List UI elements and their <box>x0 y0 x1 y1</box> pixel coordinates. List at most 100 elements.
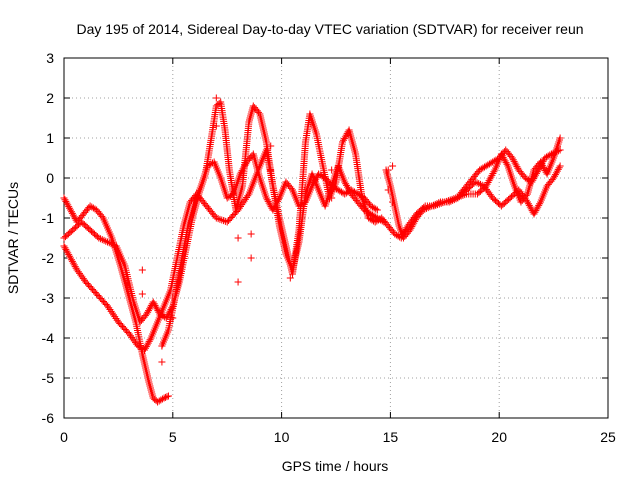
data-point <box>105 239 113 247</box>
data-point <box>214 215 222 223</box>
data-point <box>489 170 497 178</box>
data-point <box>238 201 246 209</box>
data-point <box>424 204 432 212</box>
data-point <box>218 216 226 224</box>
data-point <box>546 151 554 159</box>
data-point <box>428 202 436 210</box>
data-point <box>160 394 168 402</box>
data-point <box>449 196 457 204</box>
data-point <box>158 342 166 350</box>
data-point <box>112 314 120 322</box>
data-point <box>162 393 170 401</box>
data-point <box>234 234 242 242</box>
data-point <box>553 148 561 156</box>
data-point <box>109 240 117 248</box>
data-point <box>98 236 106 244</box>
data-point <box>169 294 177 302</box>
data-point <box>255 108 263 116</box>
data-point <box>138 290 146 298</box>
data-point <box>503 160 511 168</box>
data-point <box>104 302 112 310</box>
y-axis-label: SDTVAR / TECUs <box>5 182 21 294</box>
data-point <box>106 306 114 314</box>
data-point <box>286 274 294 282</box>
y-tick-label: -3 <box>42 290 55 306</box>
data-point <box>485 177 493 185</box>
data-point <box>447 197 455 205</box>
data-point <box>389 198 397 206</box>
data-point <box>373 206 381 214</box>
data-point <box>111 313 119 321</box>
y-tick-label: 0 <box>46 170 54 186</box>
data-point <box>429 201 437 209</box>
data-point <box>450 196 458 204</box>
data-point <box>102 237 110 245</box>
y-tick-label: 1 <box>46 130 54 146</box>
data-point <box>267 142 275 150</box>
x-tick-label: 0 <box>60 429 68 445</box>
data-point <box>423 204 431 212</box>
data-point <box>488 171 496 179</box>
data-point <box>376 215 384 223</box>
data-point <box>328 194 336 202</box>
data-point <box>536 200 544 208</box>
data-points <box>60 94 564 406</box>
data-point <box>551 148 559 156</box>
data-point <box>419 206 427 214</box>
data-point <box>486 175 494 183</box>
y-tick-label: -6 <box>42 410 55 426</box>
data-point <box>212 214 220 222</box>
x-tick-label: 15 <box>383 429 399 445</box>
data-point <box>100 236 108 244</box>
data-point <box>476 180 484 188</box>
data-point <box>107 307 115 315</box>
data-point <box>433 200 441 208</box>
data-point <box>247 254 255 262</box>
data-point <box>98 212 106 220</box>
data-point <box>240 197 248 205</box>
y-tick-label: -5 <box>42 370 55 386</box>
data-point <box>287 184 295 192</box>
data-point <box>555 164 563 172</box>
data-point <box>328 166 336 174</box>
data-point <box>421 205 429 213</box>
data-point <box>426 203 434 211</box>
data-point <box>274 196 282 204</box>
y-tick-label: -2 <box>42 250 55 266</box>
x-tick-label: 5 <box>169 429 177 445</box>
data-point <box>243 194 251 202</box>
y-tick-label: 3 <box>46 50 54 66</box>
data-point <box>104 238 112 246</box>
data-point <box>547 150 555 158</box>
x-tick-label: 25 <box>600 429 616 445</box>
data-point <box>221 217 229 225</box>
data-point <box>146 336 154 344</box>
data-point <box>212 94 220 102</box>
data-point <box>164 392 172 400</box>
x-axis-label: GPS time / hours <box>282 458 389 474</box>
data-point <box>445 198 453 206</box>
data-point <box>105 304 113 312</box>
y-tick-label: 2 <box>46 90 54 106</box>
data-point <box>473 179 481 187</box>
data-point <box>384 186 392 194</box>
data-point <box>108 309 116 317</box>
data-point <box>212 122 220 130</box>
y-tick-label: -4 <box>42 330 55 346</box>
data-point <box>267 166 275 174</box>
y-tick-label: -1 <box>42 210 55 226</box>
data-point <box>549 149 557 157</box>
tick-labels: 0 5 10 15 20 25 -6 -5 -4 -3 -2 -1 0 1 2 3 <box>42 50 616 445</box>
data-point <box>239 199 247 207</box>
data-point <box>216 215 224 223</box>
data-point <box>435 199 443 207</box>
x-tick-label: 10 <box>274 429 290 445</box>
data-point <box>158 358 166 366</box>
data-point <box>107 240 115 248</box>
x-tick-label: 20 <box>491 429 507 445</box>
data-point <box>247 230 255 238</box>
data-point <box>490 168 498 176</box>
data-point <box>556 146 564 154</box>
data-point <box>475 180 483 188</box>
